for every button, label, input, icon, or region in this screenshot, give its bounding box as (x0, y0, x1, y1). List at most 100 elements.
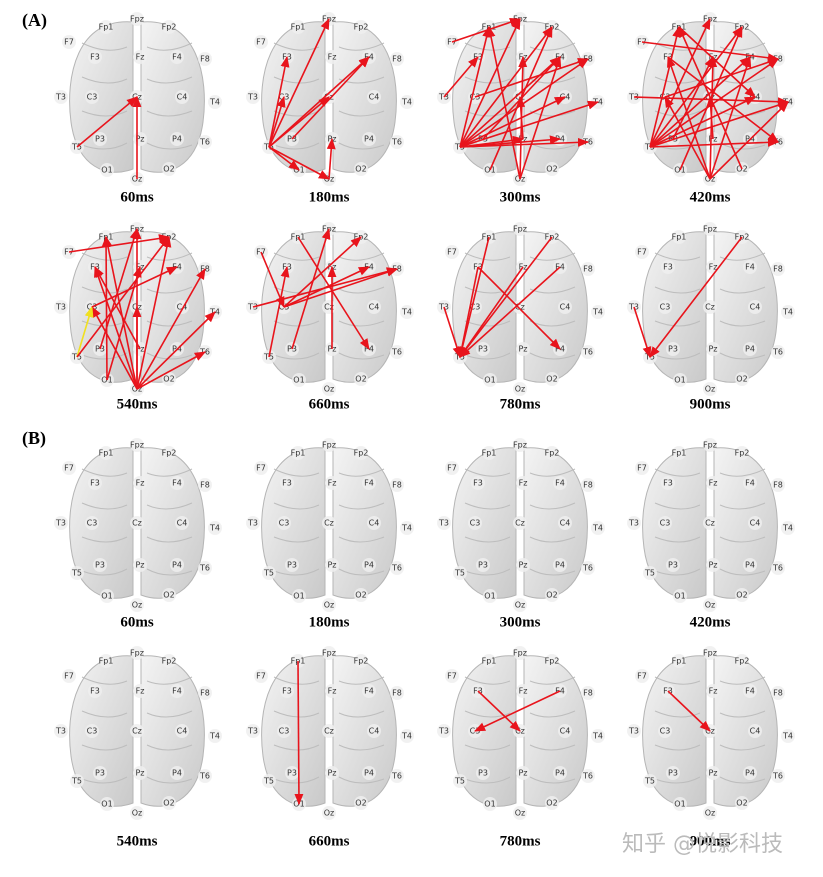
electrode-dot (635, 461, 649, 475)
sulcus (81, 142, 128, 150)
electrode-label: T6 (772, 772, 783, 781)
electrode-label: C4 (177, 727, 188, 736)
electrode-dot (133, 684, 147, 698)
electrode-label: T6 (772, 564, 783, 573)
hemisphere (332, 231, 397, 383)
electrode-label: T4 (209, 732, 220, 741)
connection (294, 660, 304, 806)
electrode-label: F8 (200, 481, 210, 490)
electrode-dot (558, 300, 572, 314)
hemisphere (332, 655, 397, 807)
electrode-label: Fz (328, 53, 337, 62)
sulcus (338, 110, 385, 117)
electrode-label: F4 (745, 263, 755, 272)
electrode-dot (162, 654, 176, 668)
connection (268, 265, 290, 358)
electrode-dot (591, 729, 605, 743)
electrode-dot (208, 95, 222, 109)
electrode-label: F8 (392, 689, 402, 698)
electrode-dot (771, 262, 785, 276)
electrode-label: F8 (773, 481, 783, 490)
electrode-label: Fz (136, 687, 145, 696)
sulcus (338, 468, 385, 477)
electrode-label: O2 (546, 799, 557, 808)
electrode-label: O2 (355, 799, 366, 808)
electrode-dot (170, 684, 184, 698)
electrode-label: P4 (555, 769, 565, 778)
electrode-label: C4 (750, 303, 761, 312)
electrode-label: P4 (172, 135, 182, 144)
electrode-dot (198, 52, 212, 66)
electrode-label: Pz (135, 135, 144, 144)
electrode-dot (658, 300, 672, 314)
electrode-dot (703, 438, 717, 452)
connection (474, 57, 590, 98)
connection (136, 235, 172, 390)
electrode-dot (558, 516, 572, 530)
electrode-label: Fp1 (291, 23, 306, 32)
electrode-dot (673, 797, 687, 811)
electrode-label: C4 (177, 303, 188, 312)
electrode-label: F8 (583, 265, 593, 274)
electrode-dot (390, 345, 404, 359)
sulcus (654, 536, 701, 543)
sulcus (719, 676, 766, 685)
electrode-dot (781, 305, 795, 319)
electrode-dot (262, 566, 276, 580)
electrode-dot (673, 373, 687, 387)
brain: Fpz Fp1 Fp2 F7 F3 Fz F4 F8 T3 C3 Cz C4 T4 T5 P3 Pz P4 T6 O… (437, 438, 605, 612)
sulcus (529, 42, 576, 51)
electrode-dot (673, 589, 687, 603)
brain: Fpz Fp1 Fp2 F7 F3 Fz F4 F8 T3 C3 Cz C4 T4 T5 P3 Pz P4 T6 O… (246, 438, 414, 612)
sulcus (146, 110, 193, 117)
electrode-dot (100, 589, 114, 603)
electrode-dot (322, 382, 336, 396)
electrode-label: F7 (256, 38, 266, 47)
connection (473, 690, 561, 732)
connection (91, 306, 138, 390)
electrode-label: Oz (324, 601, 335, 610)
electrode-label: C3 (279, 519, 290, 528)
electrode-label: T4 (401, 98, 412, 107)
electrode-label: O2 (736, 375, 747, 384)
electrode-dot (400, 521, 414, 535)
connection (76, 305, 94, 358)
electrode-label: Oz (705, 601, 716, 610)
electrode-dot (170, 132, 184, 146)
electrode-label: F7 (637, 464, 647, 473)
connection (516, 95, 526, 140)
electrode-label: C4 (369, 303, 380, 312)
electrode-dot (545, 588, 559, 602)
electrode-label: T5 (454, 569, 465, 578)
electrode-label: Fp2 (354, 23, 369, 32)
electrode-dot (476, 342, 490, 356)
electrode-label: C4 (177, 93, 188, 102)
sulcus (338, 776, 385, 784)
electrode-label: Pz (135, 561, 144, 570)
electrode-label: Fp2 (354, 449, 369, 458)
electrode-dot (703, 598, 717, 612)
sulcus (719, 320, 766, 327)
electrode-dot (262, 774, 276, 788)
electrode-label: T5 (263, 777, 274, 786)
electrode-dot (743, 558, 757, 572)
electrode-dot (367, 90, 381, 104)
sulcus (719, 252, 766, 261)
electrode-dot (658, 516, 672, 530)
connection (457, 266, 479, 359)
sulcus (146, 744, 193, 751)
electrode-label: C3 (660, 519, 671, 528)
sulcus (719, 536, 766, 543)
electrode-dot (130, 598, 144, 612)
connection (268, 146, 330, 180)
electrode-dot (170, 476, 184, 490)
electrode-label: Fp2 (735, 657, 750, 666)
sulcus (81, 352, 128, 360)
sulcus (529, 502, 576, 510)
electrode-label: Cz (705, 519, 715, 528)
electrode-dot (672, 654, 686, 668)
connection (76, 236, 170, 358)
sulcus (464, 710, 511, 718)
electrode-dot (771, 686, 785, 700)
connection (709, 101, 789, 180)
